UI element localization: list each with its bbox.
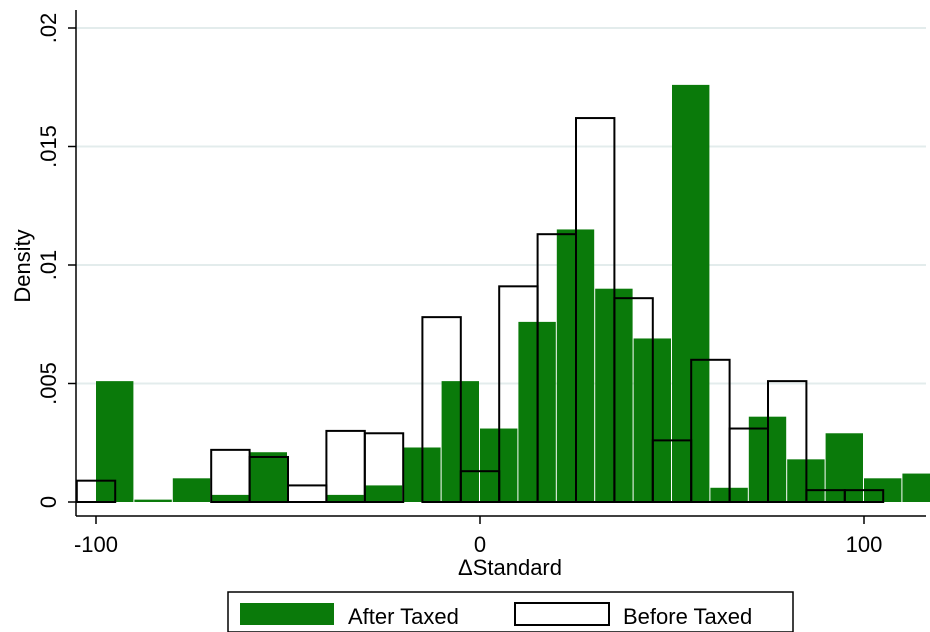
before-taxed-bar (210, 448, 251, 503)
after-taxed-bar (902, 473, 930, 502)
before-taxed-bar (287, 484, 328, 504)
x-tick-label: -100 (74, 532, 118, 557)
before-taxed-bar (421, 316, 462, 504)
before-taxed-bar (325, 429, 366, 503)
before-taxed-bar (248, 455, 290, 503)
x-axis-label: ΔStandard (458, 555, 562, 580)
y-tick-label: .015 (36, 125, 61, 168)
before-taxed-bar (767, 380, 808, 504)
after-taxed-bar (134, 499, 172, 502)
axes (75, 10, 926, 517)
legend-swatch-before (514, 602, 610, 626)
y-tick-label: .02 (36, 13, 61, 44)
legend-label-before: Before Taxed (623, 604, 752, 629)
y-tick-label: .005 (36, 362, 61, 405)
after-taxed-bar (326, 494, 364, 502)
legend-label-after: After Taxed (348, 604, 459, 629)
before-taxed-bar (613, 297, 654, 503)
y-tick-labels: 0 .005 .01 .015 .02 (36, 13, 76, 508)
before-taxed-bar (75, 479, 117, 504)
y-tick-label: .01 (36, 250, 61, 281)
legend: After Taxed Before Taxed (227, 591, 794, 632)
after-taxed-bar (172, 478, 211, 502)
x-tick-label: 100 (846, 532, 883, 557)
before-taxed-bar (843, 489, 885, 503)
before-taxed-bar (363, 432, 405, 503)
after-taxed-bar (249, 452, 287, 502)
grid-lines (76, 27, 926, 385)
after-taxed-bar (211, 494, 249, 502)
x-tick-label: 0 (474, 532, 486, 557)
y-axis-label: Density (10, 229, 35, 302)
x-tick-labels: -200-1000100200 (74, 516, 883, 557)
y-tick-label: 0 (36, 496, 61, 508)
after-taxed-bar (364, 485, 403, 502)
before-taxed-bars (75, 117, 885, 504)
legend-swatch-after (240, 603, 334, 625)
